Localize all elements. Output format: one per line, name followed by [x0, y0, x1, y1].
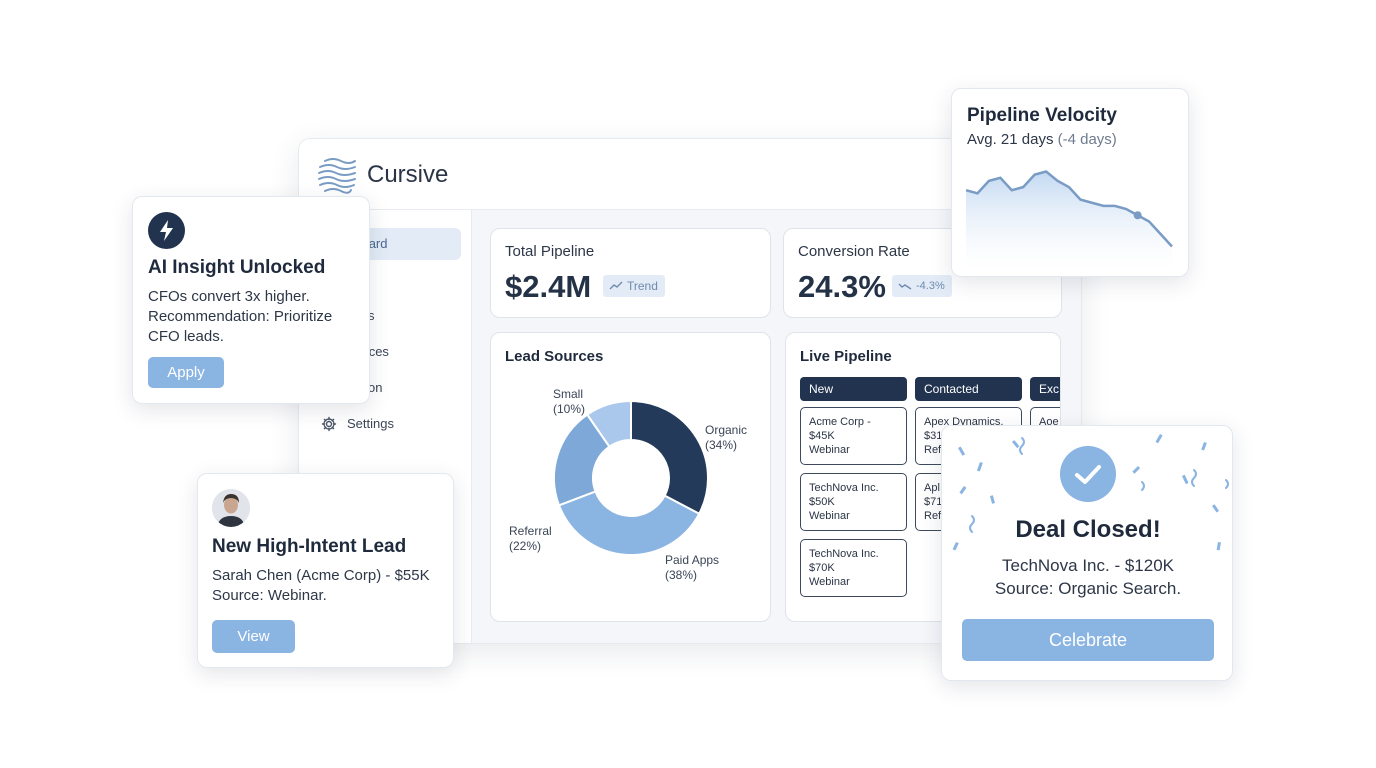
donut-label-pct: (34%): [705, 438, 738, 452]
panel-title: Lead Sources: [505, 348, 604, 365]
donut-label-paid: Paid Apps (38%): [665, 553, 719, 583]
donut-label-name: Small: [553, 387, 584, 401]
donut-slice-paid-apps[interactable]: [557, 490, 701, 556]
lead-sources-panel: Lead Sources Small (10%) Organic (34%) P…: [490, 332, 771, 622]
kpi-label: Conversion Rate: [798, 243, 910, 260]
deal-card[interactable]: TechNova Inc. $50K Webinar: [800, 473, 907, 531]
donut-label-organic: Organic (34%): [705, 423, 747, 453]
velocity-trend-chart: [966, 170, 1173, 269]
avatar: [212, 489, 250, 527]
trend-up-icon: [609, 281, 623, 290]
deal-line: Source: Organic Search.: [994, 579, 1182, 598]
trend-badge: -4.3%: [892, 275, 952, 297]
velocity-area: [966, 171, 1172, 269]
velocity-delta: (-4 days): [1057, 131, 1117, 148]
app-title: Cursive: [367, 161, 449, 188]
card-title: New High-Intent Lead: [212, 536, 407, 557]
deal-body: TechNova Inc. - $120K Source: Organic Se…: [942, 554, 1232, 600]
card-title: AI Insight Unlocked: [148, 257, 326, 278]
sidebar-item-settings[interactable]: Settings: [313, 408, 461, 440]
trend-badge-label: Trend: [627, 279, 658, 293]
lead-line: Sarah Chen (Acme Corp) - $55K: [212, 567, 430, 584]
deal-closed-card: Deal Closed! TechNova Inc. - $120K Sourc…: [941, 425, 1233, 681]
check-circle-icon: [1060, 446, 1116, 502]
trend-down-icon: [898, 283, 912, 290]
celebrate-button[interactable]: Celebrate: [962, 619, 1214, 661]
stage-header-new[interactable]: New: [800, 377, 907, 401]
deal-line: TechNova Inc. - $120K: [1002, 556, 1174, 575]
kpi-value: 24.3%: [798, 269, 886, 304]
donut-slice-small[interactable]: [585, 399, 632, 449]
trend-badge-label: -4.3%: [916, 280, 945, 292]
lead-body: Sarah Chen (Acme Corp) - $55K Source: We…: [212, 566, 430, 606]
velocity-point[interactable]: [1133, 211, 1142, 220]
donut-label-name: Referral: [509, 524, 552, 538]
cursive-logo-icon: [318, 158, 356, 194]
donut-label-small: Small (10%): [553, 387, 585, 417]
insight-line: CFO leads.: [148, 328, 224, 345]
view-button[interactable]: View: [212, 620, 295, 653]
card-title: Pipeline Velocity: [967, 105, 1117, 126]
insight-line: Recommendation: Prioritize: [148, 308, 333, 325]
live-pipeline-panel: Live Pipeline New Contacted Exc Acme Cor…: [785, 332, 1061, 622]
donut-label-name: Organic: [705, 423, 748, 437]
velocity-avg: Avg. 21 days: [967, 131, 1054, 148]
app-header: Cursive: [299, 139, 1081, 210]
kpi-value: $2.4M: [505, 269, 592, 304]
ai-insight-card: AI Insight Unlocked CFOs convert 3x high…: [132, 196, 370, 404]
lead-line: Source: Webinar.: [212, 587, 327, 604]
donut-label-name: Paid Apps: [665, 553, 720, 567]
donut-slice-organic[interactable]: [630, 399, 709, 516]
kpi-total-pipeline: Total Pipeline $2.4M Trend: [490, 228, 771, 318]
donut-label-referral: Referral (22%): [509, 524, 552, 554]
deal-card[interactable]: TechNova Inc. $70K Webinar: [800, 539, 907, 597]
deal-card[interactable]: Acme Corp - $45K Webinar: [800, 407, 907, 465]
donut-label-pct: (10%): [553, 402, 586, 416]
lightning-icon: [148, 212, 185, 249]
confetti-decoration: [952, 434, 1229, 551]
stage-header-exc[interactable]: Exc: [1030, 377, 1060, 401]
lead-sources-donut: [553, 399, 709, 556]
trend-badge: Trend: [603, 275, 665, 297]
gear-icon: [321, 416, 337, 432]
lead-card: New High-Intent Lead Sarah Chen (Acme Co…: [197, 473, 454, 668]
stage-header-contacted[interactable]: Contacted: [915, 377, 1022, 401]
velocity-summary: Avg. 21 days (-4 days): [967, 131, 1117, 148]
panel-title: Live Pipeline: [800, 348, 892, 365]
donut-label-pct: (22%): [509, 539, 542, 553]
sidebar-item-label: Settings: [347, 416, 394, 431]
insight-body: CFOs convert 3x higher. Recommendation: …: [148, 287, 332, 347]
insight-line: CFOs convert 3x higher.: [148, 288, 310, 305]
card-title: Deal Closed!: [1015, 516, 1161, 543]
donut-label-pct: (38%): [665, 568, 698, 582]
pipeline-velocity-card: Pipeline Velocity Avg. 21 days (-4 days): [951, 88, 1189, 277]
kpi-label: Total Pipeline: [505, 243, 595, 260]
apply-button[interactable]: Apply: [148, 357, 224, 388]
